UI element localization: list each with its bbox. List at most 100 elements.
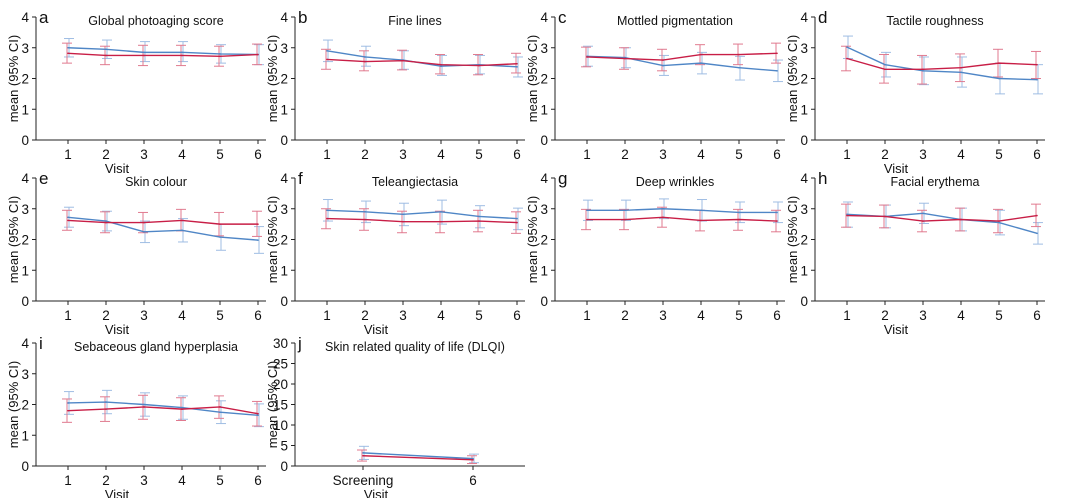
data-point (662, 64, 664, 67)
data-point (143, 221, 145, 224)
series-line-2 (326, 58, 518, 67)
data-point (738, 218, 740, 221)
panel-letter: a (39, 8, 49, 27)
y-tick-label: 25 (273, 357, 288, 372)
x-tick-label: 4 (957, 147, 965, 162)
data-point (1036, 214, 1038, 217)
series-line-2 (846, 214, 1038, 222)
series-1 (323, 39, 523, 78)
y-tick-label: 2 (800, 233, 808, 248)
data-point (364, 60, 366, 63)
data-point (219, 55, 221, 58)
data-point (181, 54, 183, 57)
data-point (776, 220, 778, 222)
chart-panel-i: i Sebaceous gland hyperplasia 0 1 2 3 4 1 2 3 4 5 6 m… (6, 334, 266, 498)
y-tick-label: 4 (800, 171, 808, 186)
x-tick-label: 1 (843, 147, 851, 162)
y-tick-label: 0 (280, 459, 288, 474)
data-point (662, 216, 664, 219)
x-tick-label: 5 (475, 147, 483, 162)
x-tick-label: 1 (323, 308, 331, 323)
data-point (257, 414, 259, 417)
data-point (143, 51, 145, 54)
data-point (143, 231, 145, 233)
x-tick-label: 4 (697, 147, 705, 162)
panel-title: Deep wrinkles (636, 175, 715, 189)
data-point (846, 213, 848, 216)
x-tick-label: 6 (254, 473, 262, 488)
chart-panel-g: g Deep wrinkles 0 1 2 3 4 1 2 3 4 5 6 mean (95% CI) (525, 169, 785, 323)
data-point (181, 51, 183, 54)
y-tick-label: 1 (540, 102, 548, 117)
x-tick-label: 3 (919, 147, 927, 162)
x-tick-label: 6 (469, 473, 477, 488)
data-point (67, 402, 69, 404)
data-point (922, 70, 924, 72)
y-tick-label: 1 (800, 263, 808, 278)
x-tick-label: 2 (102, 473, 110, 488)
series-line-1 (67, 216, 259, 241)
x-tick-label: 3 (399, 147, 407, 162)
data-point (67, 46, 69, 49)
x-tick-label: 2 (102, 147, 110, 162)
data-point (662, 59, 664, 61)
series-line-2 (67, 406, 259, 415)
y-tick-label: 1 (280, 263, 288, 278)
x-tick-label: 1 (64, 308, 72, 323)
x-tick-label: 4 (437, 147, 445, 162)
series-line-2 (846, 57, 1038, 70)
x-tick-label: 1 (64, 147, 72, 162)
data-point (219, 53, 221, 55)
y-tick-label: 1 (21, 428, 29, 443)
y-tick-label: 2 (280, 233, 288, 248)
data-point (181, 219, 183, 222)
x-tick-label: 6 (773, 147, 781, 162)
panel-letter: d (818, 8, 827, 27)
data-point (624, 209, 626, 212)
data-point (776, 211, 778, 214)
data-point (219, 236, 221, 238)
x-axis-label: Visit (105, 322, 130, 337)
panel-title: Global photoaging score (88, 14, 224, 28)
series-1 (64, 206, 264, 254)
y-tick-label: 0 (280, 294, 288, 309)
data-point (440, 220, 442, 223)
data-point (998, 77, 1000, 80)
data-point (362, 454, 364, 457)
y-tick-label: 3 (540, 41, 548, 56)
data-point (478, 64, 480, 67)
x-tick-label: 5 (995, 308, 1003, 323)
data-point (700, 209, 702, 212)
x-tick-label: 2 (881, 308, 889, 323)
series-1 (843, 201, 1043, 245)
data-point (738, 66, 740, 69)
y-tick-label: 1 (280, 102, 288, 117)
x-tick-label: 2 (621, 147, 629, 162)
data-point (624, 218, 626, 221)
series-2 (62, 394, 262, 427)
x-tick-label: 3 (919, 308, 927, 323)
x-tick-label: 5 (216, 147, 224, 162)
series-1 (323, 199, 523, 231)
x-axis-label: Visit (105, 487, 130, 498)
data-point (998, 62, 1000, 64)
chart-panel-e: e Skin colour 0 1 2 3 4 1 2 3 4 5 6 mean (95% CI) Visi… (6, 169, 266, 337)
y-tick-label: 0 (21, 459, 29, 474)
panel-letter: f (298, 169, 303, 188)
y-tick-label: 1 (540, 263, 548, 278)
chart-panel-j: j Skin related quality of life (DLQI) 0 5 10… (265, 334, 525, 498)
y-tick-label: 3 (800, 41, 808, 56)
y-tick-label: 0 (21, 133, 29, 148)
x-tick-label: 2 (621, 308, 629, 323)
panel-title: Tactile roughness (886, 14, 983, 28)
y-tick-label: 15 (273, 398, 288, 413)
data-point (105, 221, 107, 224)
x-tick-label: 2 (102, 308, 110, 323)
x-tick-label: 4 (437, 308, 445, 323)
data-point (472, 459, 474, 461)
data-point (364, 218, 366, 221)
data-point (922, 220, 924, 222)
data-point (998, 221, 1000, 224)
panel-letter: e (39, 169, 48, 188)
